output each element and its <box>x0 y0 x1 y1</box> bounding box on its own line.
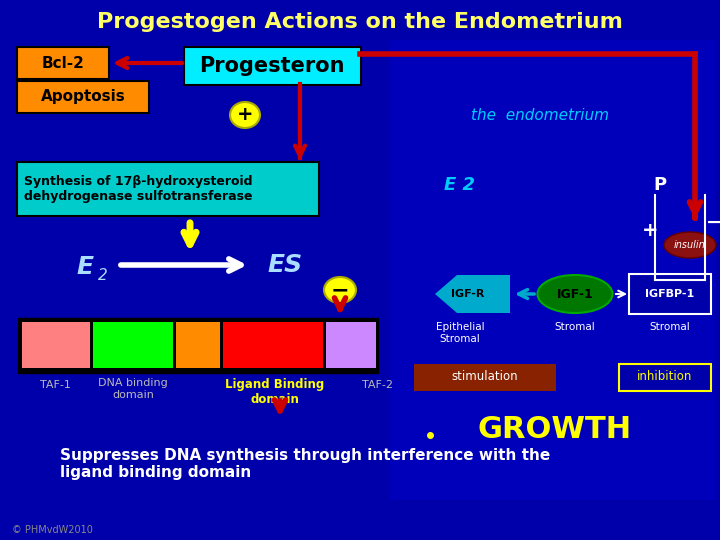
Text: IGFBP-1: IGFBP-1 <box>645 289 695 299</box>
Bar <box>176 322 220 368</box>
FancyBboxPatch shape <box>629 274 711 314</box>
Text: inhibition: inhibition <box>637 370 693 383</box>
Text: −: − <box>330 280 349 300</box>
Bar <box>390 40 715 500</box>
Ellipse shape <box>664 232 716 258</box>
Text: © PHMvdW2010: © PHMvdW2010 <box>12 525 93 535</box>
Text: TAF-2: TAF-2 <box>362 380 394 390</box>
Text: Apoptosis: Apoptosis <box>40 90 125 105</box>
Text: −: − <box>706 213 720 232</box>
Text: stimulation: stimulation <box>451 370 518 383</box>
Bar <box>326 322 376 368</box>
Text: Progesteron: Progesteron <box>199 56 345 76</box>
Text: Synthesis of 17β-hydroxysteroid
dehydrogenase sulfotransferase: Synthesis of 17β-hydroxysteroid dehydrog… <box>24 175 253 203</box>
Ellipse shape <box>538 275 613 313</box>
Text: Stromal: Stromal <box>554 322 595 332</box>
Text: insulin: insulin <box>674 240 706 250</box>
FancyBboxPatch shape <box>414 364 556 391</box>
Bar <box>223 322 323 368</box>
Bar <box>93 322 173 368</box>
FancyBboxPatch shape <box>184 47 361 85</box>
Text: Suppresses DNA synthesis through interference with the
ligand binding domain: Suppresses DNA synthesis through interfe… <box>60 448 550 481</box>
Text: Stromal: Stromal <box>649 322 690 332</box>
Text: Epithelial
Stromal: Epithelial Stromal <box>436 322 485 343</box>
FancyBboxPatch shape <box>18 318 378 373</box>
Text: 2: 2 <box>98 267 108 282</box>
Text: P: P <box>654 176 667 194</box>
Text: IGF-1: IGF-1 <box>557 287 593 300</box>
Ellipse shape <box>324 277 356 303</box>
Text: E: E <box>76 255 94 279</box>
Text: DNA binding
domain: DNA binding domain <box>98 378 168 400</box>
Ellipse shape <box>230 102 260 128</box>
FancyBboxPatch shape <box>17 47 109 79</box>
Text: GROWTH: GROWTH <box>478 415 632 444</box>
Text: +: + <box>237 105 253 125</box>
FancyBboxPatch shape <box>619 364 711 391</box>
FancyBboxPatch shape <box>17 162 319 216</box>
Text: +: + <box>642 220 658 240</box>
Text: the  endometrium: the endometrium <box>471 107 609 123</box>
FancyBboxPatch shape <box>17 81 149 113</box>
Text: ES: ES <box>267 253 302 277</box>
Bar <box>22 322 90 368</box>
Text: Ligand Binding
domain: Ligand Binding domain <box>225 378 325 406</box>
FancyArrow shape <box>435 275 510 313</box>
Text: Progestogen Actions on the Endometrium: Progestogen Actions on the Endometrium <box>97 12 623 32</box>
Text: IGF-R: IGF-R <box>451 289 485 299</box>
Text: TAF-1: TAF-1 <box>40 380 71 390</box>
Text: E 2: E 2 <box>444 176 475 194</box>
Text: Bcl-2: Bcl-2 <box>42 56 84 71</box>
